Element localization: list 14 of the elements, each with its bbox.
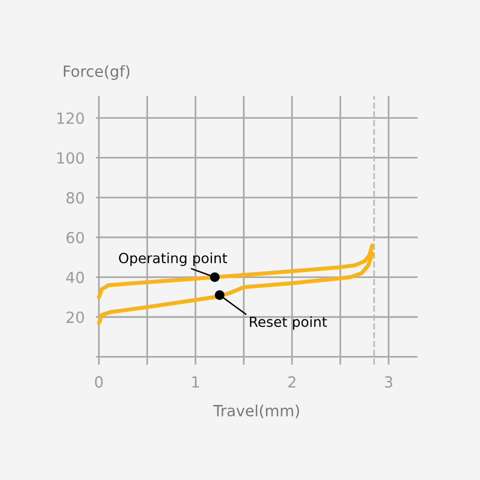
x-tick-label: 3 bbox=[384, 376, 392, 388]
y-tick-label: 80 bbox=[66, 192, 84, 204]
y-axis-title: Force(gf) bbox=[64, 65, 130, 80]
annotation: Operating point bbox=[118, 252, 228, 266]
x-tick-label: 0 bbox=[95, 376, 103, 388]
x-axis-title: Travel(mm) bbox=[213, 404, 300, 418]
x-tick-label: 2 bbox=[288, 376, 296, 388]
y-tick-label: 20 bbox=[66, 311, 84, 324]
y-tick-label: 40 bbox=[66, 272, 84, 284]
y-tick-label: 120 bbox=[57, 112, 84, 124]
y-tick-label: 100 bbox=[57, 152, 84, 164]
annotation: Reset point bbox=[250, 316, 327, 330]
x-tick-label: 1 bbox=[192, 376, 199, 388]
y-tick-label: 60 bbox=[66, 232, 84, 244]
